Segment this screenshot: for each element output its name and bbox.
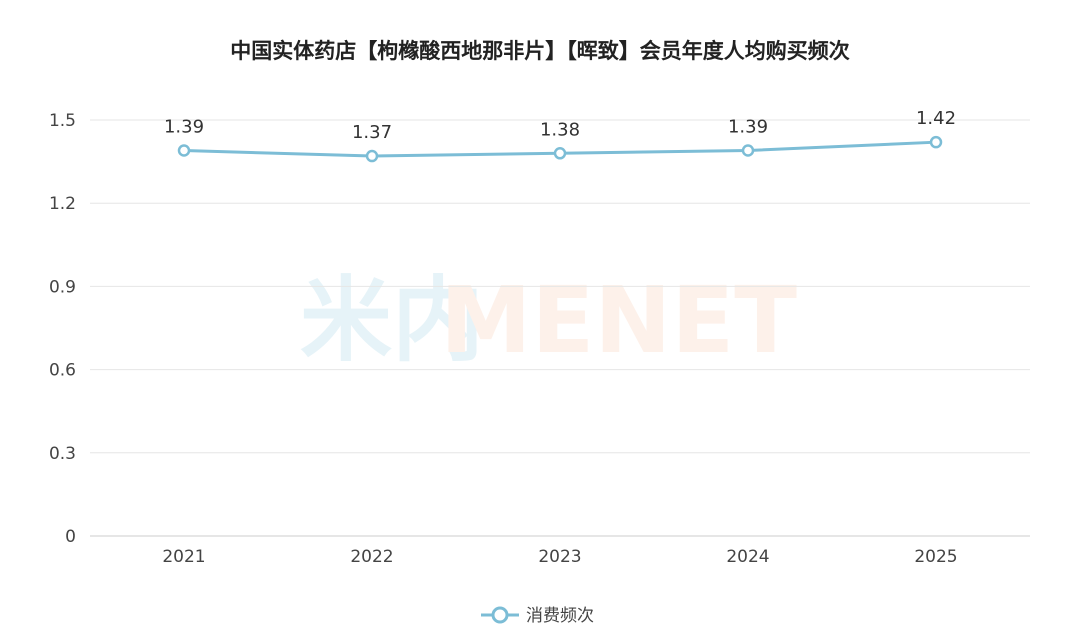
- data-label: 1.39: [728, 117, 768, 138]
- x-tick-label: 2022: [350, 547, 393, 567]
- y-tick-label: 1.2: [49, 194, 76, 214]
- watermark-en: MENET: [440, 267, 797, 374]
- watermark: 米内 MENET: [300, 267, 797, 374]
- data-point[interactable]: [929, 135, 943, 149]
- data-point[interactable]: [365, 149, 379, 163]
- x-tick-label: 2023: [538, 547, 581, 567]
- watermark-cn: 米内: [300, 267, 484, 374]
- y-tick-label: 0: [65, 527, 76, 547]
- y-axis-ticks: 0 0.3 0.6 0.9 1.2 1.5: [49, 111, 76, 547]
- legend-circle-marker: [491, 606, 509, 624]
- data-label: 1.37: [352, 122, 392, 143]
- y-tick-label: 0.6: [49, 361, 76, 381]
- data-point[interactable]: [553, 147, 567, 160]
- legend[interactable]: 消费频次: [481, 606, 594, 626]
- x-axis-ticks: 2021 2022 2023 2024 2025: [162, 547, 957, 567]
- data-label: 1.39: [164, 117, 204, 138]
- data-label: 1.42: [916, 108, 956, 129]
- data-point[interactable]: [741, 144, 755, 157]
- y-tick-label: 0.3: [49, 444, 76, 464]
- x-tick-label: 2024: [726, 547, 769, 567]
- series-group: 1.39 1.37 1.38 1.39 1.42: [164, 108, 956, 163]
- x-tick-label: 2025: [914, 547, 957, 567]
- y-tick-label: 1.5: [49, 111, 76, 131]
- legend-label: 消费频次: [526, 606, 594, 626]
- y-tick-label: 0.9: [49, 277, 76, 297]
- gridlines: [90, 119, 1030, 537]
- chart-title: 中国实体药店【枸橼酸西地那非片】【晖致】会员年度人均购买频次: [230, 39, 850, 63]
- x-tick-label: 2021: [162, 547, 205, 567]
- data-label: 1.38: [540, 119, 580, 140]
- data-point[interactable]: [177, 144, 191, 157]
